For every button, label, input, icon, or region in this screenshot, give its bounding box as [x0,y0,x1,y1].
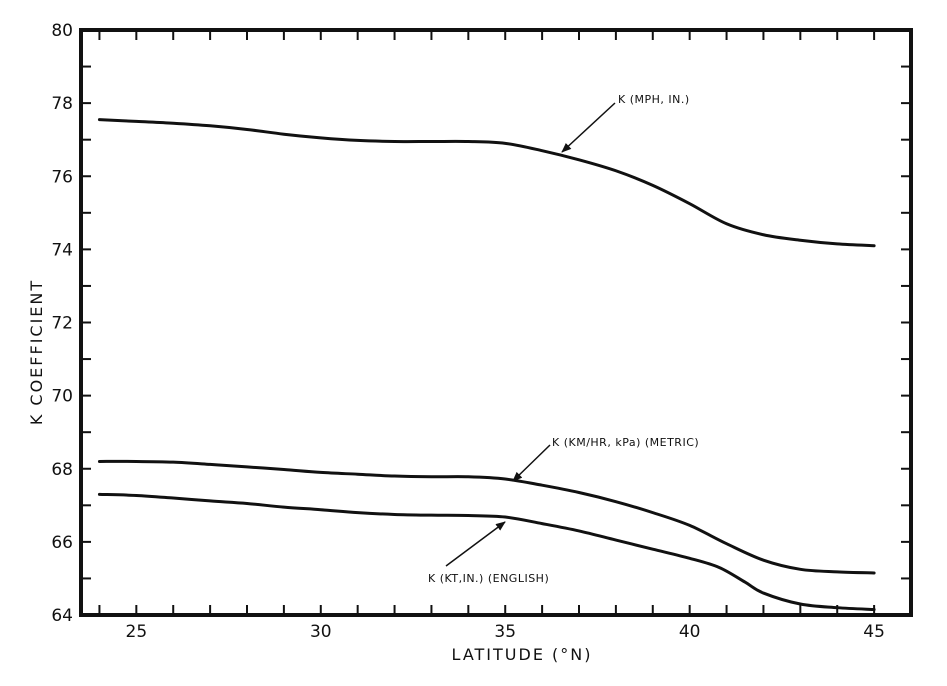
y-tick-label: 76 [51,167,73,187]
y-tick-label: 78 [51,94,73,114]
plot-frame [79,28,913,617]
y-tick-label: 70 [51,387,73,407]
annotation-label-metric: K (KM/HR, kPa) (METRIC) [552,436,699,449]
annotation-mph: K (MPH, IN.) [561,93,690,153]
y-tick-label: 80 [51,21,73,41]
annotation-arrow-english [445,521,506,567]
annotation-arrow-mph [561,102,616,153]
x-tick-label: 30 [310,622,332,642]
y-tick-label: 66 [51,533,73,553]
x-tick-label: 40 [679,622,701,642]
y-tick-label: 68 [51,460,73,480]
series-line-mph [97,118,876,248]
series-layer [97,118,876,612]
annotation-english: K (KT,IN.) (ENGLISH) [428,521,549,585]
annotation-metric: K (KM/HR, kPa) (METRIC) [512,436,699,482]
series-line-english [97,492,876,612]
x-axis-title: LATITUDE (°N) [452,645,593,664]
y-tick-label: 64 [51,606,73,626]
annotation-label-english: K (KT,IN.) (ENGLISH) [428,572,549,585]
annotation-arrow-metric [512,444,551,482]
x-tick-label: 45 [863,622,885,642]
y-tick-label: 74 [51,240,73,260]
x-tick-label: 25 [126,622,148,642]
y-tick-label: 72 [51,314,73,334]
ticks-layer: 25 30 35 40 45 64 66 68 70 72 74 76 78 80 [51,21,912,642]
y-axis-title: K COEFFICIENT [27,279,46,425]
series-line-metric [97,459,876,575]
annotation-label-mph: K (MPH, IN.) [618,93,690,106]
x-tick-label: 35 [494,622,516,642]
